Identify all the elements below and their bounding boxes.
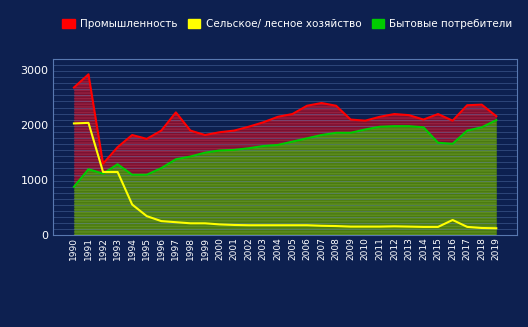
- Legend: Промышленность, Сельское/ лесное хозяйство, Бытовые потребители: Промышленность, Сельское/ лесное хозяйст…: [58, 15, 517, 33]
